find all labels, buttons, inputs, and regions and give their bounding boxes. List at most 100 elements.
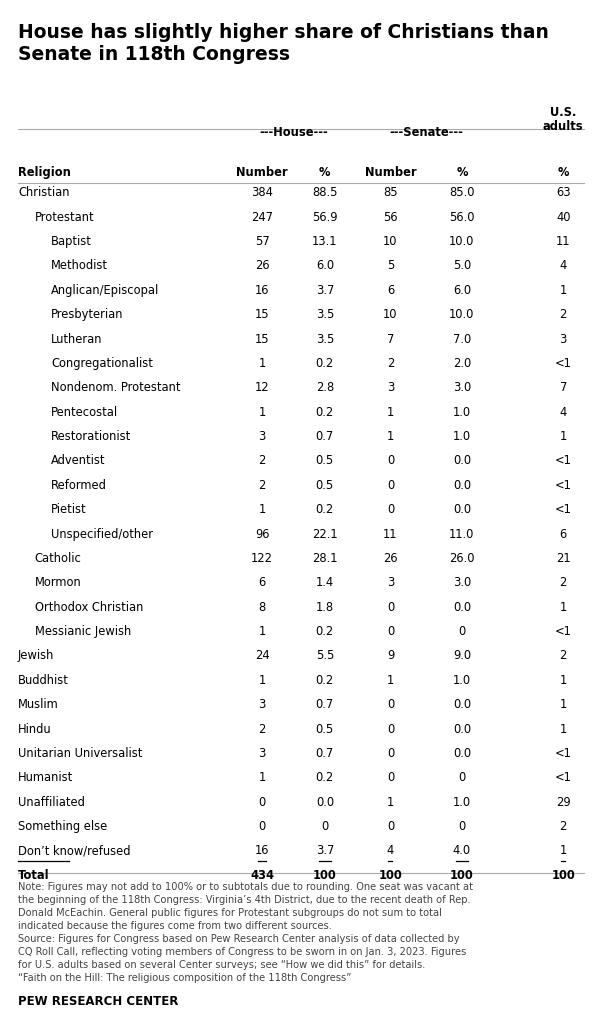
Text: 26: 26 (383, 552, 398, 565)
Text: 15: 15 (255, 308, 269, 322)
Text: 1: 1 (560, 284, 567, 297)
Text: 7: 7 (560, 381, 567, 394)
Text: Nondenom. Protestant: Nondenom. Protestant (51, 381, 181, 394)
Text: 3.7: 3.7 (316, 284, 334, 297)
Text: 24: 24 (255, 649, 269, 663)
Text: <1: <1 (555, 479, 572, 492)
Text: 100: 100 (551, 868, 575, 882)
Text: 1: 1 (387, 406, 394, 419)
Text: 22.1: 22.1 (312, 527, 337, 541)
Text: PEW RESEARCH CENTER: PEW RESEARCH CENTER (18, 994, 178, 1008)
Text: 0: 0 (387, 455, 394, 467)
Text: U.S.
adults: U.S. adults (543, 105, 583, 133)
Text: 0: 0 (387, 625, 394, 638)
Text: 1: 1 (560, 698, 567, 711)
Text: 10: 10 (383, 236, 398, 248)
Text: 0.0: 0.0 (316, 796, 334, 809)
Text: Hindu: Hindu (18, 723, 51, 735)
Text: 56.0: 56.0 (449, 211, 474, 223)
Text: 1.8: 1.8 (316, 601, 334, 613)
Text: 0: 0 (387, 723, 394, 735)
Text: 0.7: 0.7 (316, 698, 334, 711)
Text: 100: 100 (450, 868, 474, 882)
Text: 384: 384 (252, 186, 273, 200)
Text: 2: 2 (259, 723, 266, 735)
Text: 6.0: 6.0 (453, 284, 471, 297)
Text: 3: 3 (560, 333, 567, 345)
Text: 2: 2 (560, 577, 567, 589)
Text: <1: <1 (555, 455, 572, 467)
Text: 1: 1 (259, 503, 266, 516)
Text: 4: 4 (387, 845, 394, 857)
Text: 2: 2 (560, 649, 567, 663)
Text: %: % (319, 166, 331, 179)
Text: 0.2: 0.2 (316, 406, 334, 419)
Text: 2: 2 (259, 479, 266, 492)
Text: 0.2: 0.2 (316, 771, 334, 784)
Text: 434: 434 (250, 868, 274, 882)
Text: 0: 0 (387, 503, 394, 516)
Text: Pietist: Pietist (51, 503, 87, 516)
Text: Methodist: Methodist (51, 259, 108, 272)
Text: 13.1: 13.1 (312, 236, 337, 248)
Text: Baptist: Baptist (51, 236, 92, 248)
Text: 1.0: 1.0 (453, 406, 471, 419)
Text: 122: 122 (252, 552, 273, 565)
Text: 10.0: 10.0 (449, 236, 474, 248)
Text: 28.1: 28.1 (312, 552, 337, 565)
Text: 3.0: 3.0 (453, 577, 471, 589)
Text: 0.7: 0.7 (316, 430, 334, 443)
Text: Catholic: Catholic (35, 552, 82, 565)
Text: 9: 9 (387, 649, 394, 663)
Text: 0: 0 (259, 820, 266, 833)
Text: 6: 6 (387, 284, 394, 297)
Text: 0.2: 0.2 (316, 503, 334, 516)
Text: 1: 1 (560, 601, 567, 613)
Text: 10: 10 (383, 308, 398, 322)
Text: 4: 4 (560, 406, 567, 419)
Text: 0: 0 (387, 698, 394, 711)
Text: 88.5: 88.5 (312, 186, 337, 200)
Text: 0: 0 (321, 820, 328, 833)
Text: 11.0: 11.0 (449, 527, 474, 541)
Text: <1: <1 (555, 357, 572, 370)
Text: Unspecified/other: Unspecified/other (51, 527, 153, 541)
Text: 0: 0 (387, 746, 394, 760)
Text: 0.7: 0.7 (316, 746, 334, 760)
Text: 247: 247 (252, 211, 273, 223)
Text: 96: 96 (255, 527, 269, 541)
Text: 0.2: 0.2 (316, 674, 334, 687)
Text: 1: 1 (387, 796, 394, 809)
Text: 0: 0 (259, 796, 266, 809)
Text: 0.0: 0.0 (453, 601, 471, 613)
Text: 0: 0 (458, 771, 465, 784)
Text: Unitarian Universalist: Unitarian Universalist (18, 746, 142, 760)
Text: 16: 16 (255, 845, 269, 857)
Text: 2.0: 2.0 (453, 357, 471, 370)
Text: 0.0: 0.0 (453, 503, 471, 516)
Text: 100: 100 (378, 868, 402, 882)
Text: Note: Figures may not add to 100% or to subtotals due to rounding. One seat was : Note: Figures may not add to 100% or to … (18, 882, 473, 983)
Text: ---Senate---: ---Senate--- (389, 126, 463, 139)
Text: 3.5: 3.5 (316, 333, 334, 345)
Text: 1: 1 (259, 406, 266, 419)
Text: 5.0: 5.0 (453, 259, 471, 272)
Text: Presbyterian: Presbyterian (51, 308, 124, 322)
Text: 57: 57 (255, 236, 269, 248)
Text: 0.0: 0.0 (453, 479, 471, 492)
Text: 11: 11 (556, 236, 570, 248)
Text: Mormon: Mormon (35, 577, 81, 589)
Text: 3.7: 3.7 (316, 845, 334, 857)
Text: Muslim: Muslim (18, 698, 58, 711)
Text: 29: 29 (556, 796, 570, 809)
Text: 16: 16 (255, 284, 269, 297)
Text: <1: <1 (555, 503, 572, 516)
Text: 56: 56 (383, 211, 398, 223)
Text: 3: 3 (387, 577, 394, 589)
Text: 1.0: 1.0 (453, 674, 471, 687)
Text: %: % (557, 166, 569, 179)
Text: 6: 6 (259, 577, 266, 589)
Text: 26: 26 (255, 259, 269, 272)
Text: 0.0: 0.0 (453, 723, 471, 735)
Text: 1: 1 (259, 674, 266, 687)
